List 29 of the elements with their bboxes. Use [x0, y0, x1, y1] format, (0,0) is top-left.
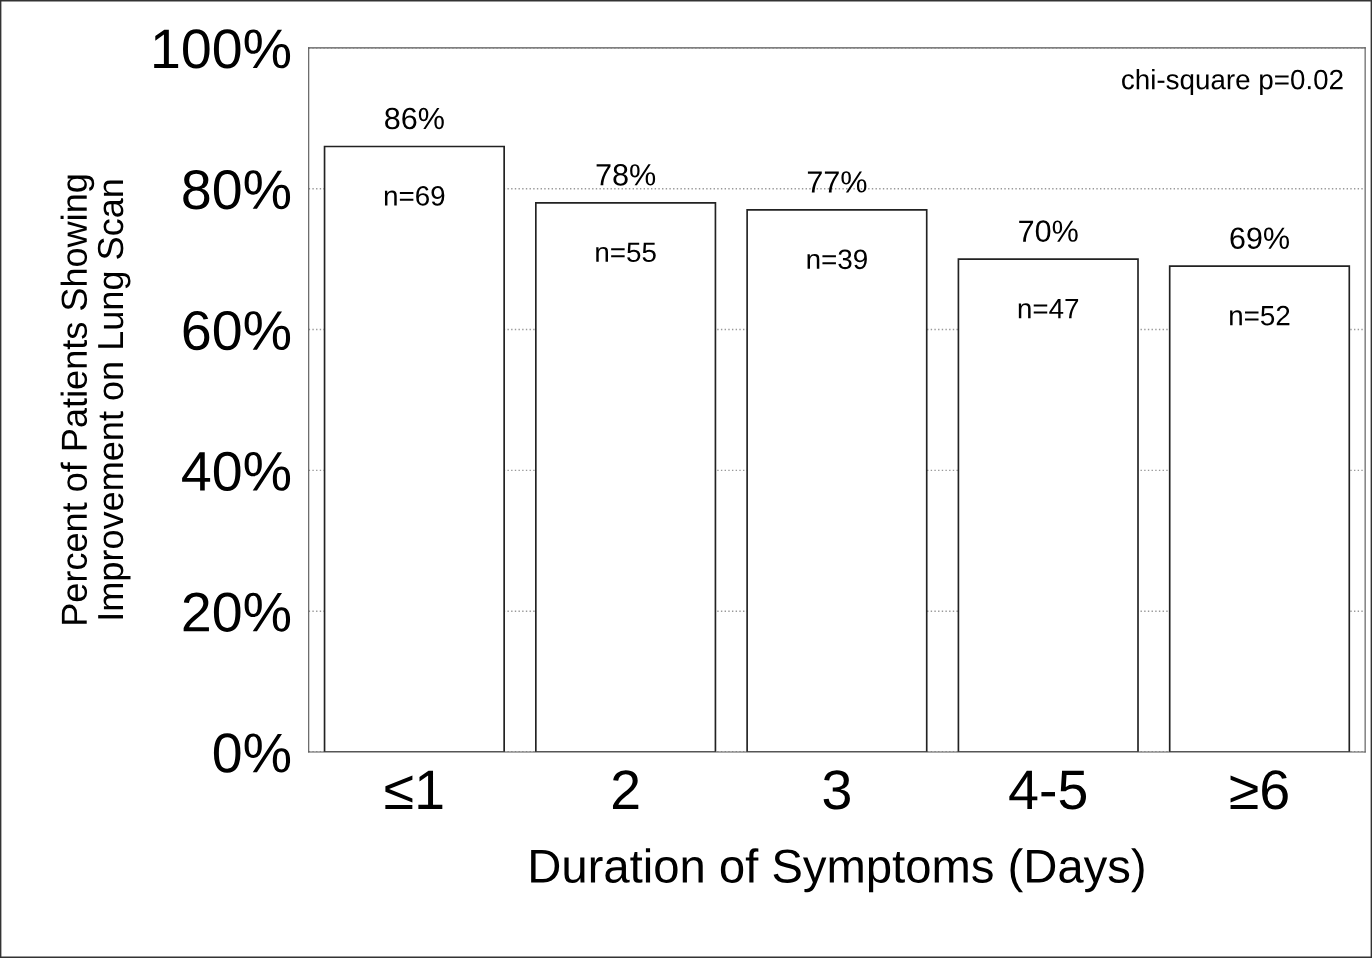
- annotation: n=69: [384, 186, 445, 206]
- y-tick-label: 0%: [213, 733, 291, 773]
- y-tick-label: 40%: [182, 451, 291, 492]
- x-tick-label: 4-5: [1009, 770, 1087, 810]
- annotation: n=39: [807, 249, 867, 270]
- data-label: 78%: [596, 164, 656, 186]
- data-label: 86%: [385, 107, 444, 130]
- x-tick-label: ≥6: [1230, 770, 1288, 810]
- y-tick-label: 80%: [183, 170, 291, 210]
- data-label: 69%: [1230, 227, 1289, 250]
- bar: [1168, 265, 1351, 753]
- y-tick-label: 100%: [154, 29, 291, 69]
- data-label: 77%: [807, 171, 867, 193]
- data-label: 70%: [1019, 220, 1078, 242]
- y-axis-title: Percent of Patients Showing Improvement on Lung Scan: [60, 175, 131, 624]
- y-tick-label: 60%: [183, 310, 291, 351]
- x-tick-label: ≤1: [385, 770, 443, 809]
- bar: [957, 258, 1139, 753]
- y-tick-label: 20%: [183, 592, 291, 632]
- annotation: n=52: [1230, 305, 1290, 326]
- annotation: n=55: [596, 242, 656, 263]
- bar: [534, 201, 717, 753]
- x-tick-label: 3: [823, 770, 850, 810]
- bar: [323, 145, 505, 753]
- bar: [746, 209, 928, 753]
- x-axis-title: Duration of Symptoms (Days): [531, 848, 1144, 893]
- annotation: n=47: [1018, 299, 1079, 319]
- annotation: chi-square p=0.02: [1122, 69, 1343, 95]
- x-tick-label: 2: [612, 770, 639, 809]
